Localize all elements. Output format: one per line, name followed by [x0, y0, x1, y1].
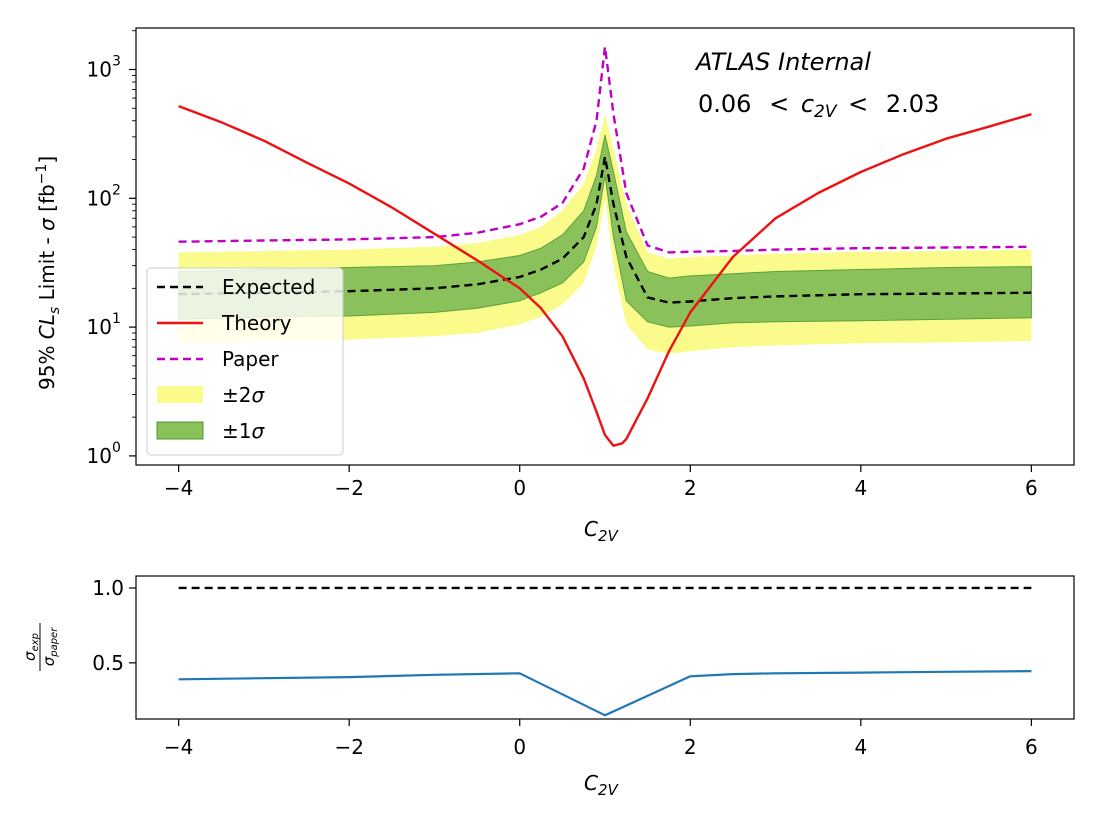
bottom-x-tick-label: 2 — [684, 735, 697, 759]
top-y-tick-label: 10 — [87, 58, 112, 82]
ylabel-cl: CL — [35, 314, 59, 339]
top-x-tick-label: 4 — [854, 476, 867, 500]
range-lt-2: < — [848, 90, 868, 118]
paper-line — [178, 45, 1032, 254]
legend-swatch-1sigma — [156, 421, 204, 440]
range-lt-1: < — [769, 90, 789, 118]
bottom-x-axis-label-sub: 2V — [598, 781, 620, 799]
legend-swatch-2sigma — [157, 386, 203, 403]
ratio-numerator: σexp — [21, 633, 41, 661]
atlas-internal-label: ATLAS Internal — [694, 48, 871, 76]
top-x-tick-label: 0 — [513, 476, 526, 500]
top-x-tick-label: 2 — [684, 476, 697, 500]
bottom-x-tick-label: 6 — [1025, 735, 1038, 759]
legend-frame — [146, 267, 344, 456]
top-y-tick-label: 10 — [87, 444, 112, 468]
ratio-line — [178, 670, 1032, 717]
ylabel-prefix: 95% — [35, 339, 59, 390]
top-y-tick-exponent: 2 — [112, 182, 121, 198]
legend-label-1sigma-sigma: σ — [251, 419, 265, 443]
top-x-tick-label: −2 — [334, 476, 363, 500]
range-var-sub: 2V — [814, 102, 838, 122]
bottom-plot-background — [136, 576, 1074, 719]
top-plot-data — [178, 45, 1032, 447]
ratio-num-sub: exp — [30, 633, 41, 651]
top-plot-frame — [135, 27, 1075, 466]
ratio-den-sub: paper — [49, 627, 60, 658]
bottom-x-axis-ticks: −4 −2 0 2 4 6 — [164, 719, 1038, 759]
bottom-x-axis-label: C2V — [584, 771, 620, 799]
range-var: c — [801, 90, 814, 118]
range-lower: 0.06 — [698, 90, 751, 118]
top-x-axis-ticks: −4 −2 0 2 4 6 — [164, 465, 1038, 500]
legend: Expected Theory Paper ±2σ ±1σ — [146, 267, 344, 456]
ylabel-mid: Limit - — [35, 231, 59, 307]
bottom-x-tick-label: −2 — [334, 735, 363, 759]
top-y-tick-exponent: 1 — [112, 311, 121, 327]
top-y-tick-exponent: 3 — [112, 54, 121, 70]
bottom-x-tick-label: 0 — [513, 735, 526, 759]
top-x-axis-label-main: C — [584, 517, 598, 541]
top-y-tick-label: 10 — [87, 186, 112, 210]
ratio-den-main: σ — [40, 656, 58, 666]
bottom-panel: −4 −2 0 2 4 6 0.51.0 C2V σexp σpaper — [21, 575, 1075, 799]
top-y-tick-exponent: 0 — [112, 440, 121, 456]
ratio-num-main: σ — [21, 651, 39, 661]
top-y-axis-label: 95% CLs Limit - σ [fb−1] — [34, 156, 63, 390]
top-x-tick-label: −4 — [164, 476, 193, 500]
bottom-y-tick-label: 1.0 — [92, 576, 124, 600]
bottom-x-tick-label: 4 — [854, 735, 867, 759]
top-y-tick-label: 10 — [87, 315, 112, 339]
top-x-axis-label-sub: 2V — [598, 527, 620, 545]
ylabel-unit-open: [fb — [35, 184, 59, 218]
bottom-plot-frame — [135, 575, 1075, 720]
legend-label-1sigma: ±1σ — [222, 419, 265, 443]
range-upper: 2.03 — [886, 90, 939, 118]
bottom-plot-data — [178, 586, 1032, 717]
band-1sigma — [178, 134, 1032, 328]
top-x-tick-label: 6 — [1025, 476, 1038, 500]
theory-line — [178, 104, 1032, 447]
ylabel-cl-sub: s — [47, 307, 63, 314]
ylabel-unit-close: ] — [35, 156, 59, 164]
ylabel-unit-exp: −1 — [34, 164, 50, 185]
ratio-denominator: σpaper — [40, 627, 60, 666]
legend-label-2sigma: ±2σ — [222, 383, 265, 407]
bottom-x-axis-label-main: C — [584, 771, 598, 795]
bottom-y-axis-ticks: 0.5 1.0 — [92, 576, 136, 675]
bottom-y-axis-label: σexp σpaper — [21, 623, 60, 671]
top-x-axis-label: C2V — [584, 517, 620, 545]
legend-label-paper: Paper — [222, 347, 279, 371]
bottom-y-tick-label: 0.5 — [92, 651, 124, 675]
legend-label-2sigma-prefix: ±2 — [222, 383, 251, 407]
bottom-x-tick-label: −4 — [164, 735, 193, 759]
legend-label-theory: Theory — [221, 311, 292, 335]
range-annotation: 0.06 < c2V < 2.03 — [698, 90, 939, 123]
ylabel-sigma: σ — [35, 217, 59, 231]
legend-label-2sigma-sigma: σ — [251, 383, 265, 407]
legend-label-1sigma-prefix: ±1 — [222, 419, 251, 443]
legend-label-expected: Expected — [222, 275, 315, 299]
